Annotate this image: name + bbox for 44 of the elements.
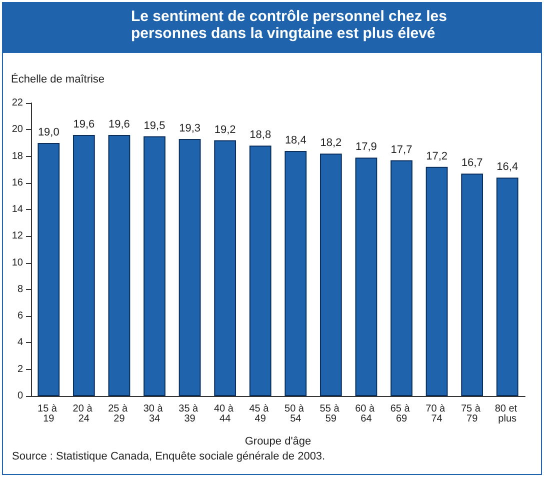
data-label: 18,2 — [320, 137, 342, 150]
x-tick-label: 70 à 74 — [426, 404, 448, 424]
x-tick-label: 50 à 54 — [284, 404, 307, 424]
chart-title: Le sentiment de contrôle personnel chez les personnes dans la vingtaine est plus élevé — [3, 3, 541, 53]
x-tick-label: 65 à 69 — [390, 404, 413, 424]
x-tick-label: 25 à 29 — [108, 404, 130, 424]
y-tick-label: 10 — [12, 257, 24, 268]
y-tick-label: 0 — [17, 390, 24, 402]
data-label: 19,2 — [214, 124, 236, 136]
data-label: 16,7 — [461, 157, 483, 170]
x-tick-label: 60 à 64 — [355, 404, 378, 424]
data-label: 19,0 — [38, 126, 60, 138]
data-label: 19,3 — [179, 122, 200, 134]
x-axis-title: Groupe d'âge — [244, 436, 312, 448]
x-tick-label: 30 à 34 — [143, 404, 166, 424]
data-label: 19,6 — [73, 118, 95, 130]
y-tick-label: 20 — [12, 124, 24, 136]
y-axis-title: Échelle de maîtrise — [11, 72, 105, 86]
x-tick-label: 20 à 24 — [72, 404, 96, 424]
y-tick-label: 4 — [17, 337, 24, 348]
x-tick-label: 40 à 44 — [214, 404, 236, 424]
x-tick-label: 45 à 49 — [249, 404, 272, 424]
data-label: 18,4 — [284, 134, 306, 146]
y-tick-label: 18 — [12, 150, 24, 162]
data-label: 17,9 — [356, 141, 377, 154]
source-note: Source : Statistique Canada, Enquête sociale générale de 2003. — [12, 450, 326, 462]
y-tick-label: 16 — [12, 177, 24, 188]
data-label: 18,8 — [250, 129, 272, 142]
x-tick-label: 75 à 79 — [460, 404, 484, 424]
x-tick-label: 55 à 59 — [320, 404, 342, 424]
y-tick-label: 2 — [17, 364, 24, 375]
x-tick-label: 35 à 39 — [178, 404, 201, 424]
y-tick-label: 6 — [17, 310, 24, 322]
x-tick-label: 15 à 19 — [38, 404, 60, 424]
data-label: 19,6 — [108, 118, 130, 130]
data-label: 17,7 — [390, 144, 412, 156]
data-label: 17,2 — [426, 150, 448, 162]
x-tick-label: 80 et plus — [494, 404, 520, 424]
y-tick-label: 8 — [17, 284, 24, 295]
data-label: 19,5 — [144, 120, 166, 132]
y-tick-label: 14 — [12, 204, 24, 216]
y-tick-label: 12 — [12, 230, 24, 242]
y-tick-label: 22 — [12, 98, 24, 108]
data-label: 16,4 — [496, 161, 518, 174]
